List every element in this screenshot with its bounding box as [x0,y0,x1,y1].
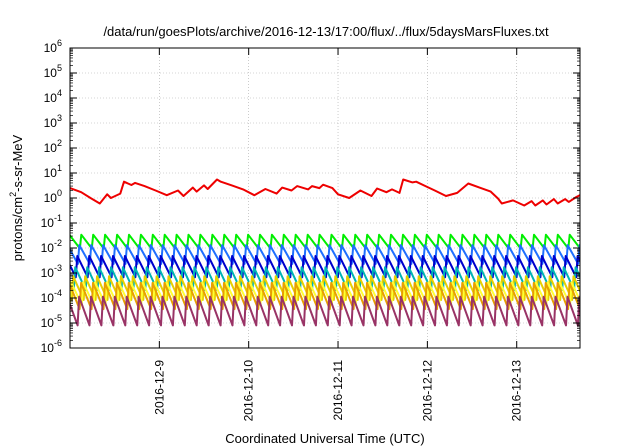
x-tick-label: 2016-12-13 [510,360,524,422]
y-tick-label: 105 [44,63,62,80]
y-axis-label-exponent: 2 [8,192,18,197]
series-line [70,233,580,250]
series-line [70,255,580,279]
x-tick-label: 2016-12-12 [420,360,434,422]
y-tick-label: 104 [44,88,62,105]
y-axis-label-units: -s-sr-MeV [10,134,25,191]
y-tick-label: 10-4 [41,288,62,305]
x-axis: 2016-12-9 2016-12-10 2016-12-11 2016-12-12 2… [152,48,524,422]
y-tick-label: 100 [44,188,62,205]
y-axis: 10-6 10-5 10-4 10-3 10-2 10-1 100 101 102 103 104 1… [41,38,580,355]
series-line [70,281,580,311]
y-tick-label: 102 [44,138,62,155]
y-tick-label: 106 [44,38,62,55]
x-tick-label: 2016-12-10 [242,360,256,422]
y-axis-label: protons/cm2-s-sr-MeV [8,134,25,261]
series-line [70,281,580,306]
chart-title: /data/run/goesPlots/archive/2016-12-13/1… [103,24,549,39]
y-tick-label: 10-6 [41,338,62,355]
y-tick-label: 10-3 [41,263,62,280]
y-tick-label: 101 [44,163,62,180]
y-tick-label: 103 [44,113,62,130]
y-tick-label: 10-1 [41,213,62,230]
x-axis-label: Coordinated Universal Time (UTC) [225,431,424,446]
x-tick-label: 2016-12-11 [331,360,345,421]
y-tick-label: 10-2 [41,238,62,255]
series-line [70,275,580,301]
y-axis-label-main: protons/cm [10,197,25,261]
grid [70,48,580,348]
series-line [70,295,580,327]
x-tick-label: 2016-12-9 [152,360,166,415]
series-line [70,178,580,207]
y-tick-label: 10-5 [41,313,62,330]
series-group [70,178,580,327]
